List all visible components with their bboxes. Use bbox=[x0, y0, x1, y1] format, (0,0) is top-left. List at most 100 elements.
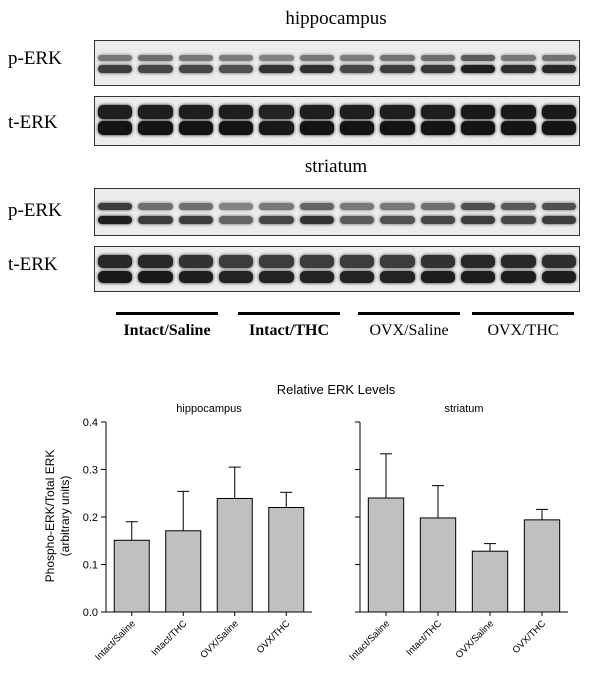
blot-band bbox=[299, 105, 334, 119]
blot-band bbox=[340, 203, 375, 210]
blot-band bbox=[461, 105, 496, 119]
bar bbox=[367, 497, 405, 613]
blot-band bbox=[178, 65, 213, 73]
blot-band bbox=[299, 216, 334, 224]
blot-band bbox=[98, 203, 133, 210]
blot-band bbox=[98, 65, 133, 73]
blot-band bbox=[501, 65, 536, 73]
blot-band bbox=[259, 271, 294, 283]
blot-lane-striatum-perk bbox=[94, 188, 580, 236]
y-tick-label: 0.0 bbox=[83, 607, 98, 619]
blot-band bbox=[178, 121, 213, 135]
bar bbox=[216, 497, 253, 613]
y-tick-label: 0.2 bbox=[83, 512, 98, 524]
blot-band bbox=[299, 121, 334, 135]
blot-band bbox=[138, 65, 173, 73]
blot-region-title-striatum: striatum bbox=[304, 156, 368, 177]
blot-band bbox=[420, 121, 455, 135]
x-tick-label: OVX/THC bbox=[510, 618, 548, 656]
blot-band bbox=[420, 105, 455, 119]
bar bbox=[471, 550, 509, 613]
lane-label-hippocampus-perk: p-ERK bbox=[8, 48, 62, 69]
blot-band bbox=[461, 55, 496, 61]
blot-band bbox=[259, 216, 294, 224]
bar bbox=[523, 519, 561, 613]
blot-band bbox=[219, 121, 254, 135]
blot-band bbox=[501, 255, 536, 268]
blot-band bbox=[340, 55, 375, 61]
lane-label-striatum-perk: p-ERK bbox=[8, 200, 62, 221]
blot-band bbox=[138, 203, 173, 210]
y-tick-label: 0.4 bbox=[83, 417, 98, 429]
blot-band bbox=[138, 255, 173, 268]
blot-band bbox=[501, 121, 536, 135]
blot-band bbox=[461, 216, 496, 224]
blot-band bbox=[219, 271, 254, 283]
blot-band bbox=[98, 55, 133, 61]
blot-band bbox=[541, 216, 576, 224]
blot-band bbox=[501, 203, 536, 210]
blot-band bbox=[340, 121, 375, 135]
blot-band bbox=[501, 271, 536, 283]
blot-band bbox=[420, 203, 455, 210]
blot-band bbox=[340, 271, 375, 283]
blot-band bbox=[219, 203, 254, 210]
blot-band bbox=[541, 203, 576, 210]
group-label-ovx-thc: OVX/THC bbox=[487, 322, 559, 339]
blot-band bbox=[461, 271, 496, 283]
blot-band bbox=[380, 255, 415, 268]
blot-band bbox=[178, 203, 213, 210]
y-axis-label: Phospho-ERK/Total ERK bbox=[43, 450, 57, 583]
y-axis-label-units: (arbitrary units) bbox=[58, 476, 72, 557]
blot-band bbox=[501, 216, 536, 224]
panel-subtitle: striatum bbox=[444, 403, 483, 415]
blot-band bbox=[138, 271, 173, 283]
bar bbox=[113, 539, 150, 613]
blot-band bbox=[98, 216, 133, 224]
blot-band bbox=[340, 105, 375, 119]
blot-band bbox=[340, 216, 375, 224]
blot-band bbox=[380, 55, 415, 61]
blot-band bbox=[461, 255, 496, 268]
blot-band bbox=[541, 271, 576, 283]
blot-region-title-hippocampus: hippocampus bbox=[285, 8, 387, 29]
blot-band bbox=[420, 271, 455, 283]
group-line-ovx-saline bbox=[358, 312, 460, 315]
blot-band bbox=[501, 55, 536, 61]
blot-band bbox=[299, 255, 334, 268]
blot-band bbox=[98, 271, 133, 283]
blot-band bbox=[380, 271, 415, 283]
blot-band bbox=[138, 216, 173, 224]
group-line-intact-thc bbox=[238, 312, 340, 315]
lane-label-striatum-terk: t-ERK bbox=[8, 254, 58, 275]
x-tick-label: Intact/Saline bbox=[93, 618, 138, 663]
blot-band bbox=[420, 55, 455, 61]
blot-band bbox=[420, 65, 455, 73]
x-tick-label: Intact/THC bbox=[149, 618, 189, 658]
blot-band bbox=[541, 55, 576, 61]
blot-band bbox=[219, 105, 254, 119]
blot-band bbox=[219, 55, 254, 61]
blot-band bbox=[259, 105, 294, 119]
y-tick-label: 0.1 bbox=[83, 560, 98, 572]
blot-band bbox=[138, 121, 173, 135]
blot-band bbox=[219, 216, 254, 224]
group-label-ovx-saline: OVX/Saline bbox=[369, 322, 449, 339]
blot-band bbox=[178, 216, 213, 224]
blot-band bbox=[259, 65, 294, 73]
blot-band bbox=[178, 105, 213, 119]
blot-band bbox=[259, 255, 294, 268]
blot-band bbox=[219, 255, 254, 268]
blot-band bbox=[299, 271, 334, 283]
x-tick-label: Intact/THC bbox=[404, 618, 444, 658]
blot-band bbox=[461, 65, 496, 73]
blot-band bbox=[380, 105, 415, 119]
blot-band bbox=[340, 65, 375, 73]
bar bbox=[268, 507, 305, 613]
blot-band bbox=[420, 255, 455, 268]
blot-band bbox=[461, 121, 496, 135]
blot-band bbox=[138, 55, 173, 61]
lane-label-hippocampus-terk: t-ERK bbox=[8, 112, 58, 133]
blot-band bbox=[178, 255, 213, 268]
blot-band bbox=[541, 105, 576, 119]
